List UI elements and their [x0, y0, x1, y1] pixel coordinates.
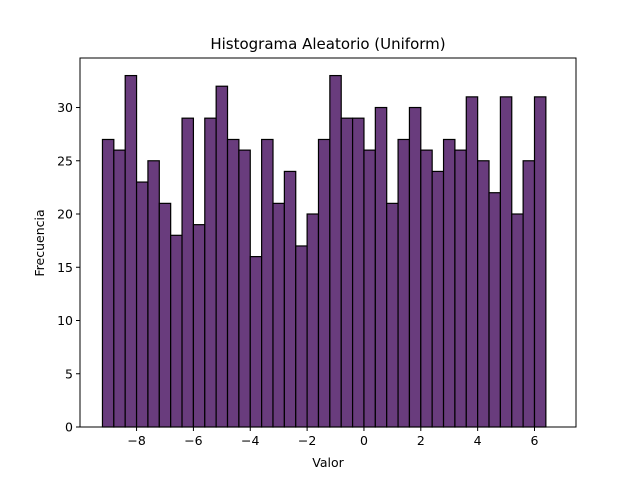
x-tick-label: 0: [360, 433, 368, 448]
histogram-bar: [317, 138, 331, 428]
histogram-bar: [192, 224, 206, 428]
x-tick-label: −2: [298, 433, 316, 448]
y-tick-label: 10: [57, 313, 73, 328]
histogram-bar: [499, 96, 513, 428]
histogram-bar: [374, 106, 388, 428]
histogram-bar: [522, 160, 536, 428]
histogram-bar: [124, 74, 138, 428]
plot-frame: [79, 57, 577, 428]
histogram-bar: [238, 149, 251, 428]
histogram-bar: [215, 85, 229, 428]
histogram-bar: [295, 245, 308, 428]
histogram-bar: [306, 213, 320, 428]
histogram-bar: [533, 96, 547, 428]
histogram-bar: [386, 202, 399, 428]
histogram-bar: [249, 256, 263, 428]
histogram-bar: [283, 170, 297, 428]
histogram-bar: [420, 149, 433, 428]
x-axis-ticks: −8 −6 −4 −2 0 2 4 6: [127, 427, 539, 448]
histogram-bar: [272, 202, 285, 428]
histogram-bar: [511, 213, 524, 428]
histogram-bar: [204, 117, 217, 428]
x-tick-label: 6: [531, 433, 539, 448]
y-tick-label: 15: [57, 260, 73, 275]
histogram-bar: [158, 202, 172, 428]
histogram-bar: [397, 138, 411, 428]
histogram-bar: [465, 96, 479, 428]
y-axis-ticks: 0 5 10 15 20 25 30: [57, 100, 80, 435]
histogram-bar: [135, 181, 149, 428]
histogram-bar: [408, 106, 422, 428]
histogram-bar: [488, 192, 501, 428]
y-tick-label: 30: [57, 100, 73, 115]
histogram-bar: [170, 234, 183, 428]
histogram-bar: [351, 117, 365, 428]
y-tick-label: 0: [65, 420, 73, 435]
histogram-bar: [340, 117, 354, 428]
x-tick-label: −6: [184, 433, 202, 448]
y-axis-label: Frecuencia: [32, 209, 47, 276]
y-tick-label: 5: [65, 366, 73, 381]
histogram-bar: [226, 138, 240, 428]
chart-title: Histograma Aleatorio (Uniform): [210, 35, 445, 53]
histogram-bar: [431, 170, 445, 428]
histogram-bar: [101, 138, 115, 428]
x-tick-label: −4: [241, 433, 259, 448]
histogram-bar: [477, 160, 490, 428]
x-tick-label: 4: [474, 433, 482, 448]
histogram-bar: [454, 149, 467, 428]
histogram-bar: [261, 138, 274, 428]
y-tick-label: 25: [57, 153, 73, 168]
x-axis-label: Valor: [312, 455, 344, 470]
histogram-bar: [363, 149, 376, 428]
histogram-bar: [147, 160, 160, 428]
x-tick-label: 2: [417, 433, 425, 448]
histogram-bar: [329, 74, 342, 428]
histogram-bar: [113, 149, 126, 428]
y-tick-label: 20: [57, 207, 73, 222]
x-tick-label: −8: [127, 433, 145, 448]
histogram-bar: [181, 117, 195, 428]
histogram-bar: [442, 138, 456, 428]
